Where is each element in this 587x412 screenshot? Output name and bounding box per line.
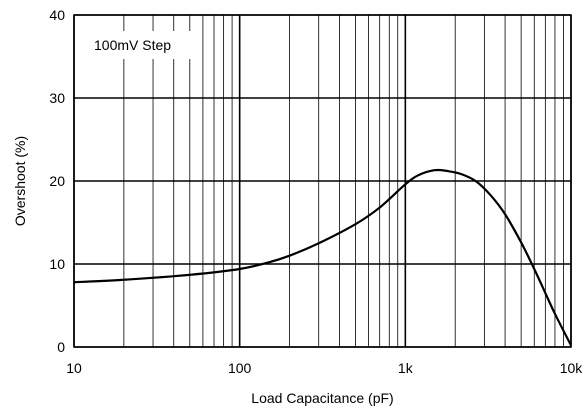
y-tick-label: 20 — [49, 173, 65, 189]
x-axis-label: Load Capacitance (pF) — [251, 390, 393, 406]
grid — [73, 14, 572, 348]
annotation-box — [86, 31, 198, 59]
x-tick-label: 10k — [560, 360, 584, 376]
x-tick-label: 10 — [66, 360, 82, 376]
annotation-label: 100mV Step — [94, 37, 171, 53]
series-layer — [73, 168, 572, 346]
y-tick-label: 0 — [57, 339, 65, 355]
x-tick-label: 1k — [398, 360, 414, 376]
y-tick-label: 10 — [49, 256, 65, 272]
y-axis-label: Overshoot (%) — [12, 136, 28, 226]
plot-frame — [73, 14, 572, 348]
x-tick-label: 100 — [228, 360, 252, 376]
y-tick-label: 30 — [49, 90, 65, 106]
series-line — [73, 168, 572, 346]
y-tick-label: 40 — [49, 7, 65, 23]
